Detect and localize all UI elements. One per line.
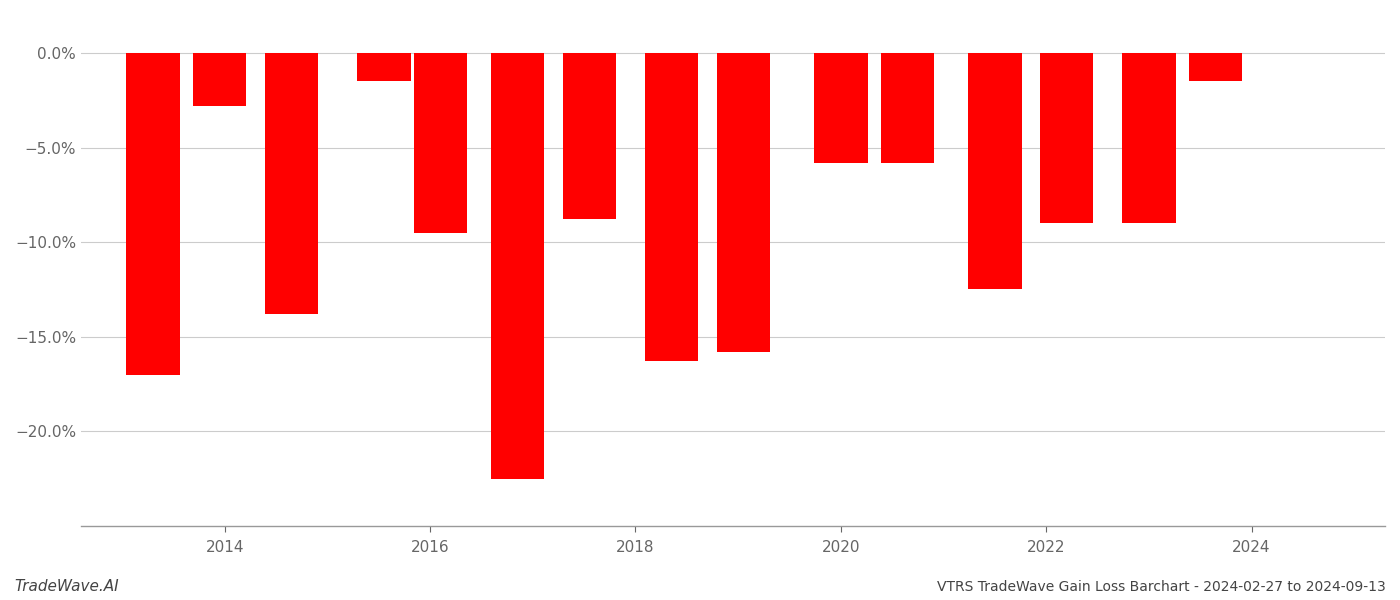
Bar	[413, 53, 468, 233]
Bar	[969, 53, 1022, 289]
Bar	[644, 53, 699, 361]
Bar	[815, 53, 868, 163]
Bar	[357, 53, 410, 81]
Bar	[193, 53, 246, 106]
Text: VTRS TradeWave Gain Loss Barchart - 2024-02-27 to 2024-09-13: VTRS TradeWave Gain Loss Barchart - 2024…	[937, 580, 1386, 594]
Bar	[265, 53, 318, 314]
Bar	[1040, 53, 1093, 223]
Bar	[1189, 53, 1242, 81]
Bar	[717, 53, 770, 352]
Text: TradeWave.AI: TradeWave.AI	[14, 579, 119, 594]
Bar	[881, 53, 934, 163]
Bar	[490, 53, 545, 479]
Bar	[1123, 53, 1176, 223]
Bar	[563, 53, 616, 220]
Bar	[126, 53, 179, 374]
